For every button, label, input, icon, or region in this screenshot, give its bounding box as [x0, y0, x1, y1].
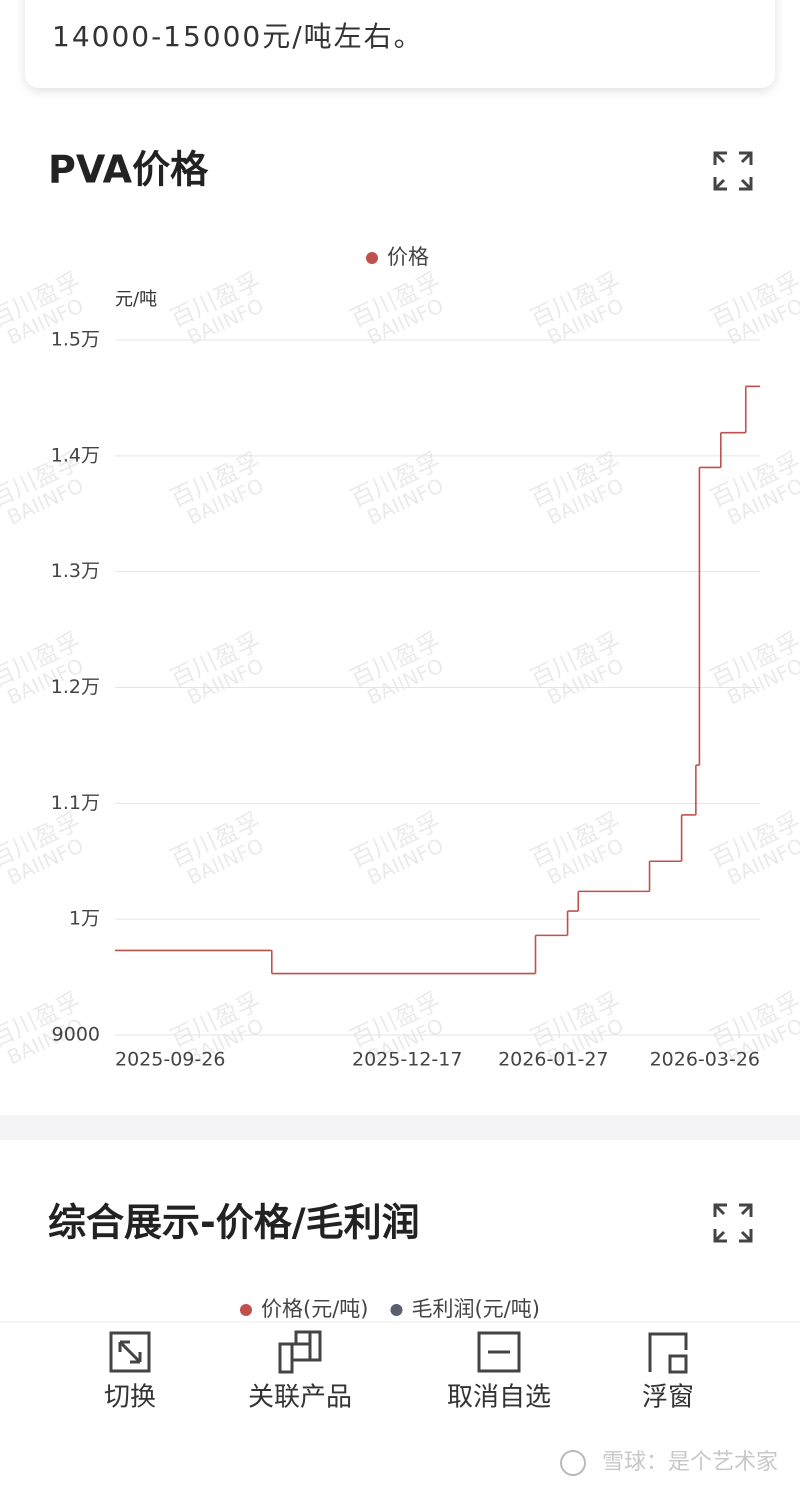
y-tick-label: 1.3万	[51, 560, 100, 582]
x-tick-label: 2025-09-26	[115, 1049, 225, 1071]
legend: 价格(元/吨) 毛利润(元/吨)	[240, 1297, 540, 1321]
switch-icon[interactable]	[109, 1331, 151, 1373]
legend-marker	[240, 1304, 252, 1316]
chart-title: PVA价格	[48, 148, 209, 192]
toolbar-labels: 切换 关联产品 取消自选 浮窗	[104, 1383, 694, 1413]
intro-card	[25, 0, 775, 88]
toolbar-label: 取消自选	[447, 1383, 551, 1413]
chart: 9000 1万 1.1万 1.2万 1.3万 1.4万 1.5万 2025-09-26 2025…	[51, 245, 760, 1071]
y-tick-label: 1.2万	[51, 676, 100, 698]
toolbar-label: 浮窗	[642, 1383, 694, 1413]
legend-label: 价格(元/吨)	[261, 1297, 368, 1321]
section-title: 综合展示-价格/毛利润	[48, 1201, 420, 1245]
toolbar-label: 切换	[104, 1383, 156, 1413]
x-tick-label: 2026-01-27	[498, 1049, 608, 1071]
legend-marker	[390, 1304, 403, 1316]
y-unit: 元/吨	[115, 289, 157, 310]
legend-label: 价格	[387, 245, 429, 269]
y-tick-label: 1万	[69, 908, 100, 930]
intro-text: 14000-15000元/吨左右。	[52, 20, 424, 53]
y-tick-label: 1.5万	[51, 329, 100, 351]
expand-icon[interactable]	[713, 151, 753, 191]
expand-icon[interactable]	[713, 1203, 753, 1243]
related-icon[interactable]	[278, 1330, 322, 1374]
x-tick-label: 2025-12-17	[352, 1049, 462, 1071]
y-tick-label: 9000	[52, 1024, 100, 1046]
toolbar	[0, 1322, 800, 1488]
legend-label: 毛利润(元/吨)	[411, 1297, 539, 1321]
section-gap	[0, 1115, 800, 1140]
footer-watermark: 雪球：是个艺术家	[602, 1450, 778, 1475]
unfollow-icon[interactable]	[477, 1331, 521, 1373]
toolbar-label: 关联产品	[248, 1383, 352, 1413]
y-tick-label: 1.1万	[51, 792, 100, 814]
float-icon[interactable]	[648, 1332, 688, 1374]
legend-marker	[366, 252, 378, 264]
y-tick-label: 1.4万	[51, 444, 100, 466]
x-tick-label: 2026-03-26	[650, 1049, 760, 1071]
footer-logo	[560, 1450, 586, 1476]
